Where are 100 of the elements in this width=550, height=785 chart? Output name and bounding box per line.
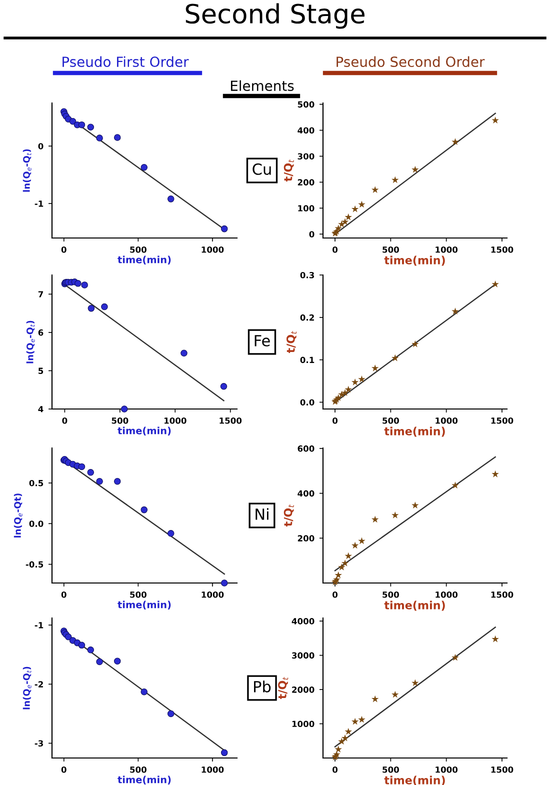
x-axis-title: time(min): [384, 256, 445, 266]
point: [341, 559, 349, 566]
point: [78, 463, 86, 470]
y-tick-label: 5: [38, 368, 44, 374]
point: [452, 138, 459, 146]
y-tick-label: 0.2: [300, 314, 314, 321]
point: [392, 690, 399, 698]
point: [74, 280, 82, 287]
y-tick-label: 400: [298, 490, 314, 497]
point: [120, 406, 128, 412]
y-tick-label: 0.3: [300, 272, 314, 278]
text: Second Stage: [186, 3, 364, 29]
point: [358, 716, 366, 723]
y-axis-title: t/Q$_{t}$: [278, 676, 288, 700]
point: [101, 303, 108, 310]
point: [220, 225, 228, 232]
x-tick-label: 1000: [164, 417, 186, 424]
y-tick-label: 500: [298, 101, 314, 108]
x-tick-label: 500: [112, 417, 128, 424]
point: [492, 635, 499, 642]
point: [358, 537, 366, 544]
y-tick-label: 0.1: [300, 356, 314, 364]
point: [341, 734, 349, 742]
point: [351, 718, 359, 725]
point: [358, 200, 366, 208]
point: [358, 376, 366, 382]
y-tick-label: 1000: [292, 720, 314, 728]
y-tick-label: 0: [38, 143, 44, 150]
point: [180, 350, 188, 356]
point: [341, 218, 349, 225]
point: [344, 213, 352, 220]
y-tick-label: -1: [34, 622, 44, 628]
y-tick-label: -1: [34, 200, 44, 207]
point: [140, 506, 148, 514]
point: [96, 478, 103, 485]
x-tick-label: 1000: [436, 246, 458, 253]
text: Pseudo Second Order: [336, 56, 485, 68]
text: Cu: [252, 163, 271, 175]
point: [344, 386, 352, 393]
y-axis-title: ln(Q$_{e}$-Q$_{t}$): [26, 320, 35, 364]
y-tick-label: 600: [298, 445, 314, 452]
y-tick-label: 2000: [292, 686, 314, 693]
x-axis-title: time(min): [118, 776, 171, 784]
x-tick-label: 1500: [491, 417, 514, 424]
point: [392, 176, 399, 184]
x-tick-label: 500: [130, 246, 146, 253]
x-tick-label: 500: [382, 417, 399, 424]
y-tick-label: 200: [298, 179, 314, 186]
y-axis-title: ln(Q$_{e}$-Q$_{t}$): [22, 149, 32, 192]
point: [220, 580, 228, 586]
point: [140, 688, 148, 696]
point: [412, 502, 419, 508]
y-tick-label: 0.5: [29, 480, 44, 486]
x-tick-label: 1000: [436, 417, 458, 424]
point: [96, 134, 103, 142]
x-axis-title: time(min): [118, 426, 171, 436]
x-tick-label: 500: [382, 246, 399, 253]
point: [114, 134, 121, 141]
point: [371, 695, 379, 702]
y-axis-title: t/Q$_{t}$: [284, 504, 294, 527]
y-tick-label: 4: [38, 406, 44, 412]
y-tick-label: 100: [298, 205, 314, 212]
text: Elements: [230, 80, 294, 92]
y-tick-label: 6: [38, 329, 44, 336]
x-tick-label: 1000: [202, 246, 224, 253]
point: [96, 658, 103, 666]
point: [344, 728, 352, 735]
y-axis-title: t/Q$_{t}$: [284, 159, 294, 182]
point: [334, 746, 342, 753]
y-tick-label: 0.0: [300, 399, 314, 406]
point: [167, 530, 174, 537]
y-tick-label: 0: [309, 231, 314, 238]
point: [88, 304, 95, 312]
point: [452, 482, 459, 489]
point: [492, 116, 499, 124]
text: Pb: [254, 680, 271, 692]
y-tick-label: 400: [298, 127, 314, 134]
y-tick-label: -2: [34, 681, 43, 688]
y-axis-title: ln(Q$_{e}$-Qt): [14, 494, 22, 538]
x-tick-label: 500: [382, 766, 399, 773]
point: [492, 470, 499, 478]
x-tick-label: 1500: [491, 766, 514, 773]
point: [220, 749, 228, 756]
point: [81, 282, 88, 288]
x-tick-label: 1000: [202, 591, 224, 598]
point: [167, 196, 174, 202]
point: [371, 364, 379, 372]
x-tick-label: 0: [332, 246, 338, 253]
x-axis-title: time(min): [118, 600, 171, 610]
x-tick-label: 0: [332, 591, 338, 598]
y-tick-label: 0.0: [29, 520, 44, 527]
x-tick-label: 0: [62, 417, 68, 424]
x-tick-label: 500: [130, 591, 146, 598]
point: [334, 571, 342, 578]
y-tick-label: 7: [38, 291, 44, 298]
point: [64, 634, 72, 640]
y-tick-label: 4000: [292, 618, 314, 624]
point: [87, 646, 94, 654]
text: Pseudo First Order: [62, 56, 189, 68]
point: [114, 478, 121, 485]
